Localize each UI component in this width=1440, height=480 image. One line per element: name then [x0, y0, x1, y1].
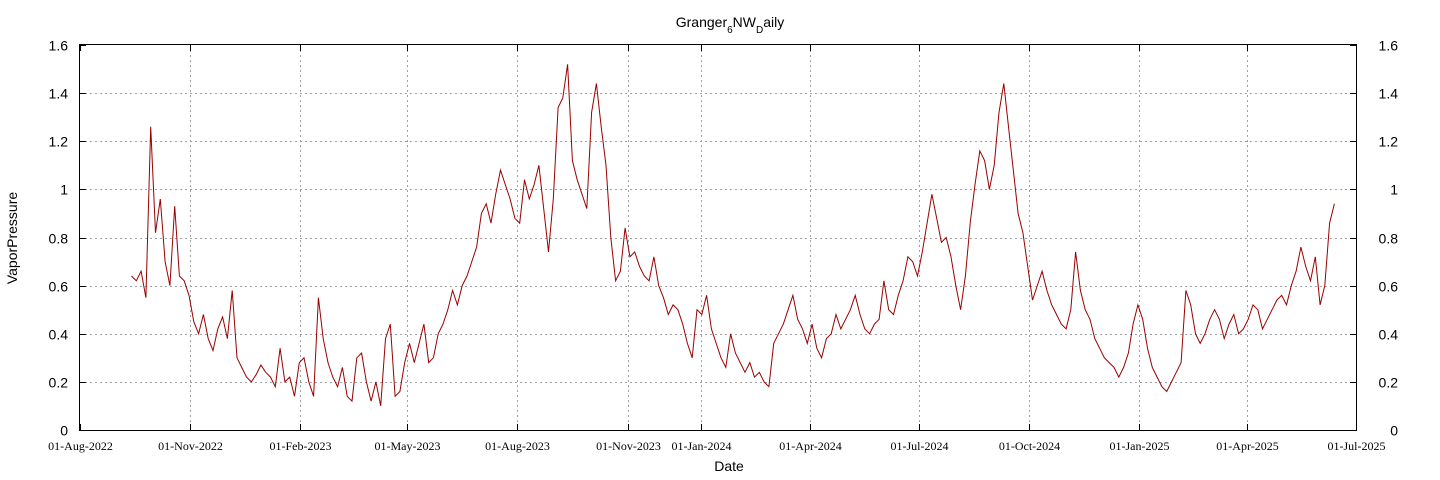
x-tick-label: 01-Aug-2023: [485, 439, 550, 453]
y-tick-label-right: 1.6: [1379, 38, 1399, 54]
y-tick-label-left: 0.8: [49, 231, 69, 247]
chart-title-tail: aily: [763, 14, 784, 30]
grid-lines: [80, 45, 1356, 430]
y-tick-label-right: 1.4: [1379, 86, 1399, 102]
plot-frame: [79, 44, 1357, 431]
y-tick-label-left: 0.6: [49, 279, 69, 295]
y-axis-label: VaporPressure: [4, 192, 20, 285]
y-ticks-right: 0 0.2 0.4 0.6 0.8 1 1.2 1.4 1.6: [1350, 38, 1398, 439]
x-tick-label: 01-Jan-2025: [1110, 439, 1170, 453]
y-tick-label-left: 1.2: [49, 134, 69, 150]
x-tick-label: 01-Jul-2025: [1328, 439, 1386, 453]
y-tick-label-right: 0.6: [1379, 279, 1399, 295]
chart-title-sub2: D: [756, 25, 763, 36]
chart-title-mid: NW: [733, 14, 757, 30]
x-tick-label: 01-May-2023: [375, 439, 441, 453]
y-tick-label-right: 0.8: [1379, 231, 1399, 247]
y-tick-label-left: 1.6: [49, 38, 69, 54]
y-tick-label-left: 0.2: [49, 375, 69, 391]
y-tick-label-right: 0.4: [1379, 327, 1399, 343]
x-tick-label: 01-Feb-2023: [270, 439, 332, 453]
y-tick-label-left: 0: [60, 423, 68, 439]
x-tick-label: 01-Apr-2024: [779, 439, 841, 453]
x-axis-label: Date: [714, 458, 744, 474]
x-ticks: 01-Aug-2022 01-Nov-2022 01-Feb-2023 01-May-…: [48, 45, 1386, 453]
y-tick-label-right: 1: [1390, 182, 1398, 198]
y-tick-label-left: 1: [60, 182, 68, 198]
y-tick-label-left: 1.4: [49, 86, 69, 102]
x-tick-label: 01-Jan-2024: [672, 439, 732, 453]
x-tick-label: 01-Nov-2022: [158, 439, 223, 453]
chart-title-sub1: 6: [727, 25, 733, 36]
chart-title: Granger6NWDaily: [676, 14, 785, 36]
y-tick-label-right: 0.2: [1379, 375, 1399, 391]
y-tick-label-right: 0: [1390, 423, 1398, 439]
x-tick-label: 01-Nov-2023: [596, 439, 661, 453]
x-tick-label: 01-Aug-2022: [48, 439, 113, 453]
x-tick-label: 01-Oct-2024: [999, 439, 1060, 453]
y-ticks-left: 0 0.2 0.4 0.6 0.8 1 1.2 1.4 1.6: [49, 38, 86, 439]
chart-title-base: Granger: [676, 14, 728, 30]
x-tick-label: 01-Apr-2025: [1216, 439, 1278, 453]
y-tick-label-left: 0.4: [49, 327, 69, 343]
y-tick-label-right: 1.2: [1379, 134, 1399, 150]
x-tick-label: 01-Jul-2024: [891, 439, 949, 453]
series-line: [131, 64, 1335, 406]
